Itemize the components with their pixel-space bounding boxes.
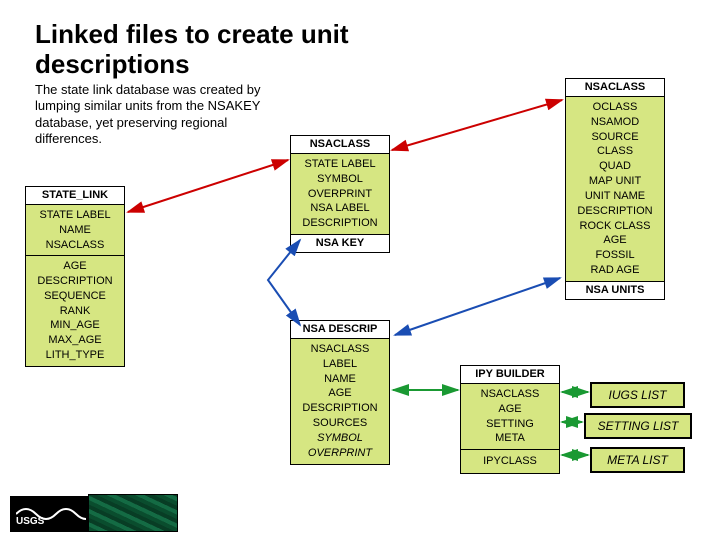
nsa-units-box: NSACLASS OCLASS NSAMOD SOURCE CLASS QUAD…: [565, 78, 665, 300]
state-link-header: STATE_LINK: [26, 187, 124, 205]
nsa-descrip-header: NSA DESCRIP: [291, 321, 389, 339]
title-line2: descriptions: [35, 49, 190, 79]
nsa-key-fields: STATE LABEL SYMBOL OVERPRINT NSA LABEL D…: [291, 154, 389, 234]
nsa-key-box: NSACLASS STATE LABEL SYMBOL OVERPRINT NS…: [290, 135, 390, 253]
state-link-box-2: AGE DESCRIPTION SEQUENCE RANK MIN_AGE MA…: [25, 255, 125, 367]
nsa-units-fields: OCLASS NSAMOD SOURCE CLASS QUAD MAP UNIT…: [566, 97, 664, 281]
state-link-fields2: AGE DESCRIPTION SEQUENCE RANK MIN_AGE MA…: [26, 256, 124, 366]
page-title: Linked files to create unit descriptions: [35, 20, 349, 80]
state-link-box: STATE_LINK STATE LABEL NAME NSACLASS: [25, 186, 125, 256]
subtitle-text: The state link database was created by l…: [35, 82, 275, 147]
svg-text:USGS: USGS: [16, 516, 45, 527]
usgs-wave-icon: USGS: [16, 500, 86, 528]
usgs-logo: USGS: [10, 496, 92, 532]
state-link-fields1: STATE LABEL NAME NSACLASS: [26, 205, 124, 256]
ipy-builder-box: IPY BUILDER NSACLASS AGE SETTING META IP…: [460, 365, 560, 474]
ipy-builder-footer-field: IPYCLASS: [461, 449, 559, 473]
nsa-key-header: NSACLASS: [291, 136, 389, 154]
ipy-builder-header: IPY BUILDER: [461, 366, 559, 384]
footer-texture: [88, 494, 178, 532]
nsa-units-header: NSACLASS: [566, 79, 664, 97]
meta-list-box: META LIST: [590, 447, 685, 473]
nsa-descrip-box: NSA DESCRIP NSACLASS LABEL NAME AGE DESC…: [290, 320, 390, 465]
nsa-units-footer: NSA UNITS: [566, 281, 664, 299]
ipy-builder-fields: NSACLASS AGE SETTING META: [461, 384, 559, 449]
title-line1: Linked files to create unit: [35, 19, 349, 49]
nsa-key-footer: NSA KEY: [291, 234, 389, 252]
iugs-list-box: IUGS LIST: [590, 382, 685, 408]
nsa-descrip-fields: NSACLASS LABEL NAME AGE DESCRIPTION SOUR…: [291, 339, 389, 464]
setting-list-box: SETTING LIST: [584, 413, 692, 439]
